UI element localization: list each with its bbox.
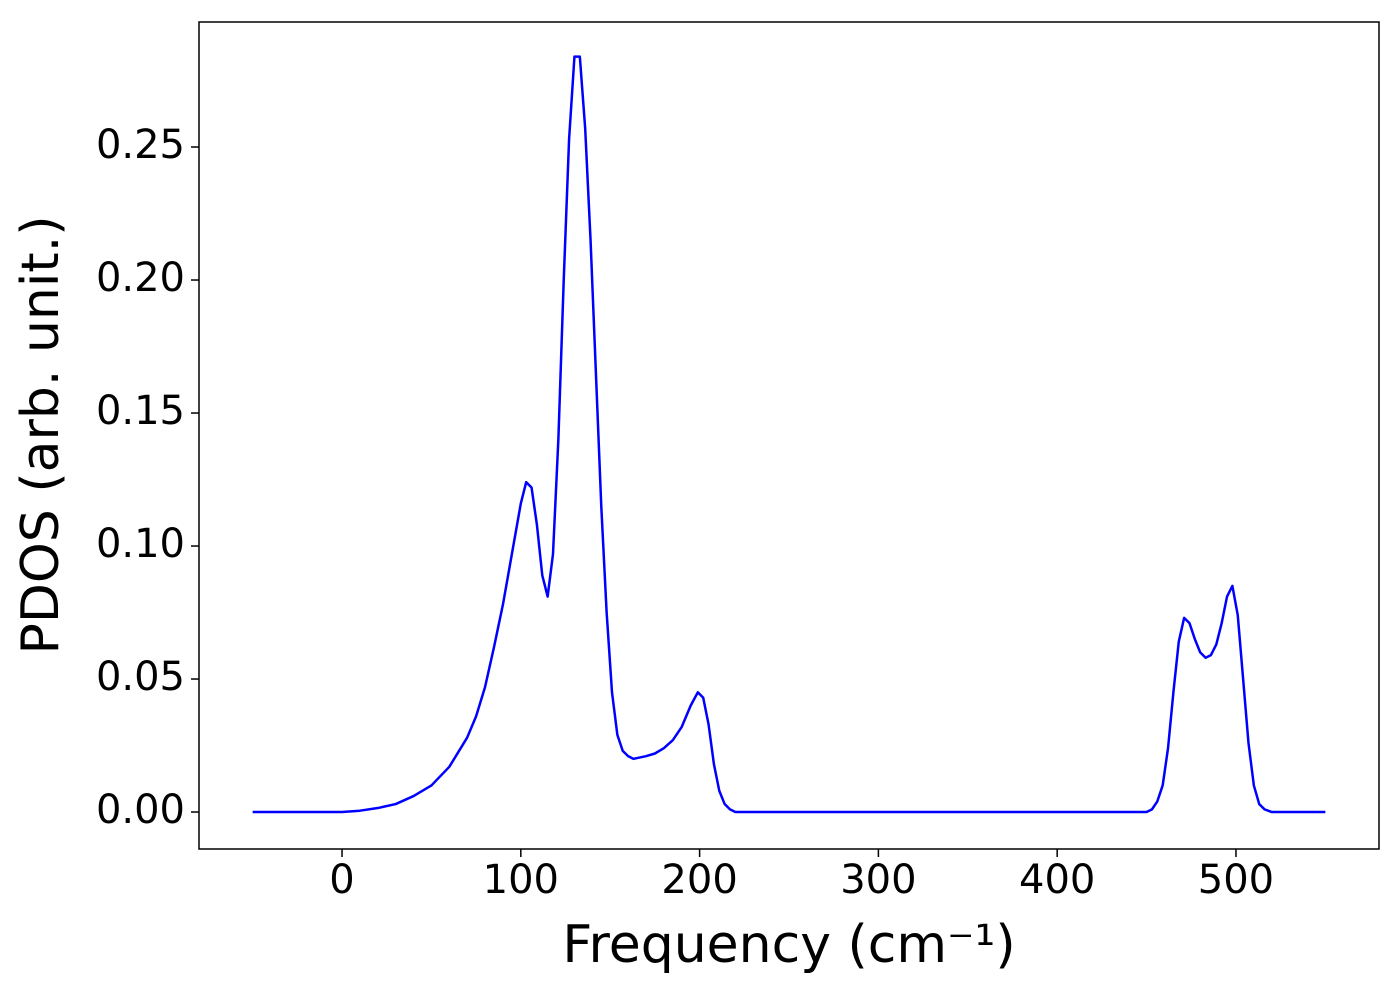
y-axis-label: PDOS (arb. unit.) [11,215,71,654]
data-line [252,55,1326,814]
x-tick-label: 300 [840,857,916,903]
y-tick-label: 0.10 [96,521,185,567]
x-tick-label: 400 [1019,857,1095,903]
x-tick-label: 200 [661,857,737,903]
y-tick-label: 0.00 [96,787,185,833]
x-tick-label: 0 [329,857,354,903]
plot-frame [198,21,1380,850]
y-tick-label: 0.05 [96,654,185,700]
x-tick-label: 100 [483,857,559,903]
y-tick-label: 0.20 [96,255,185,301]
x-tick-label: 500 [1198,857,1274,903]
y-tick-label: 0.15 [96,388,185,434]
x-axis-label: Frequency (cm⁻¹) [562,915,1015,975]
y-tick-label: 0.25 [96,122,185,168]
